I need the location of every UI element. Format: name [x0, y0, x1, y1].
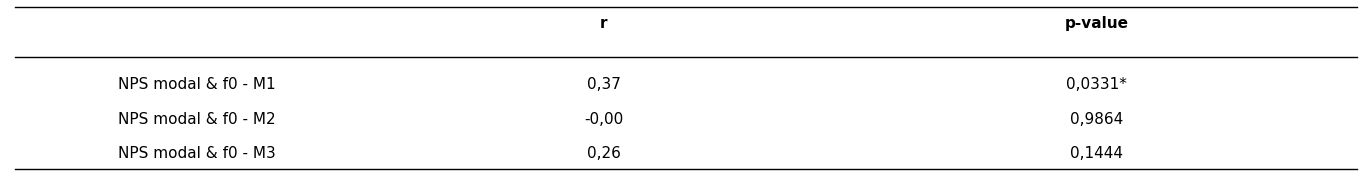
Text: 0,0331*: 0,0331* — [1066, 77, 1128, 92]
Text: 0,9864: 0,9864 — [1070, 112, 1124, 127]
Text: NPS modal & f0 - M1: NPS modal & f0 - M1 — [118, 77, 276, 92]
Text: 0,26: 0,26 — [587, 146, 620, 161]
Text: r: r — [600, 16, 608, 31]
Text: NPS modal & f0 - M3: NPS modal & f0 - M3 — [118, 146, 276, 161]
Text: NPS modal & f0 - M2: NPS modal & f0 - M2 — [118, 112, 276, 127]
Text: 0,37: 0,37 — [587, 77, 620, 92]
Text: 0,1444: 0,1444 — [1070, 146, 1124, 161]
Text: p-value: p-value — [1065, 16, 1129, 31]
Text: -0,00: -0,00 — [584, 112, 623, 127]
